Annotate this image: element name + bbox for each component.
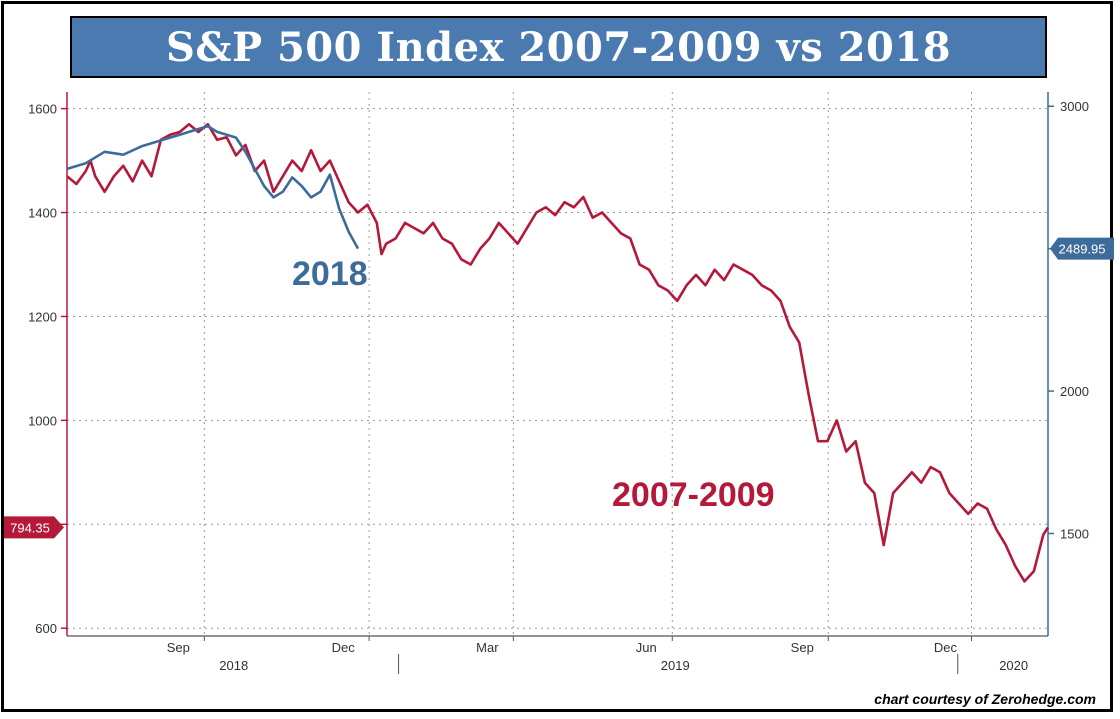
right-tick-label: 2000 xyxy=(1060,384,1089,399)
x-tick-label: Jun xyxy=(636,640,657,655)
last-value-label-right: 2489.95 xyxy=(1059,242,1106,257)
x-year-label: 2018 xyxy=(219,658,248,673)
left-tick-label: 1200 xyxy=(28,309,57,324)
grid xyxy=(67,92,1048,636)
x-tick-label: Sep xyxy=(167,640,190,655)
series xyxy=(66,122,1050,583)
x-tick-label: Mar xyxy=(476,640,499,655)
chart-title: S&P 500 Index 2007-2009 vs 2018 xyxy=(165,23,952,71)
x-year-label: 2019 xyxy=(661,658,690,673)
last-value-label-left: 794.35 xyxy=(10,520,50,535)
series-line-2007-2009 xyxy=(66,122,1050,583)
left-tick-label: 1600 xyxy=(28,102,57,117)
x-tick-label: Dec xyxy=(934,640,958,655)
left-tick-label: 600 xyxy=(35,621,57,636)
left-tick-label: 1400 xyxy=(28,206,57,221)
axes: 60010001200140016001500200025003000SepDe… xyxy=(28,92,1089,674)
title-banner: S&P 500 Index 2007-2009 vs 2018 xyxy=(70,16,1047,78)
x-tick-label: Dec xyxy=(332,640,356,655)
series-label-2007-2009: 2007-2009 xyxy=(612,476,775,514)
right-tick-label: 3000 xyxy=(1060,99,1089,114)
left-tick-label: 1000 xyxy=(28,413,57,428)
last-value-tag-left xyxy=(4,516,64,539)
series-line-2018 xyxy=(66,124,360,250)
series-label-2018: 2018 xyxy=(292,255,368,293)
right-tick-label: 1500 xyxy=(1060,526,1089,541)
chart-credit: chart courtesy of Zerohedge.com xyxy=(874,691,1096,707)
last-value-tag-right xyxy=(1050,237,1114,260)
x-year-label: 2020 xyxy=(999,658,1028,673)
x-tick-label: Sep xyxy=(791,640,814,655)
labels: 794.35 2489.95 2018 2007-2009 xyxy=(4,237,1114,539)
